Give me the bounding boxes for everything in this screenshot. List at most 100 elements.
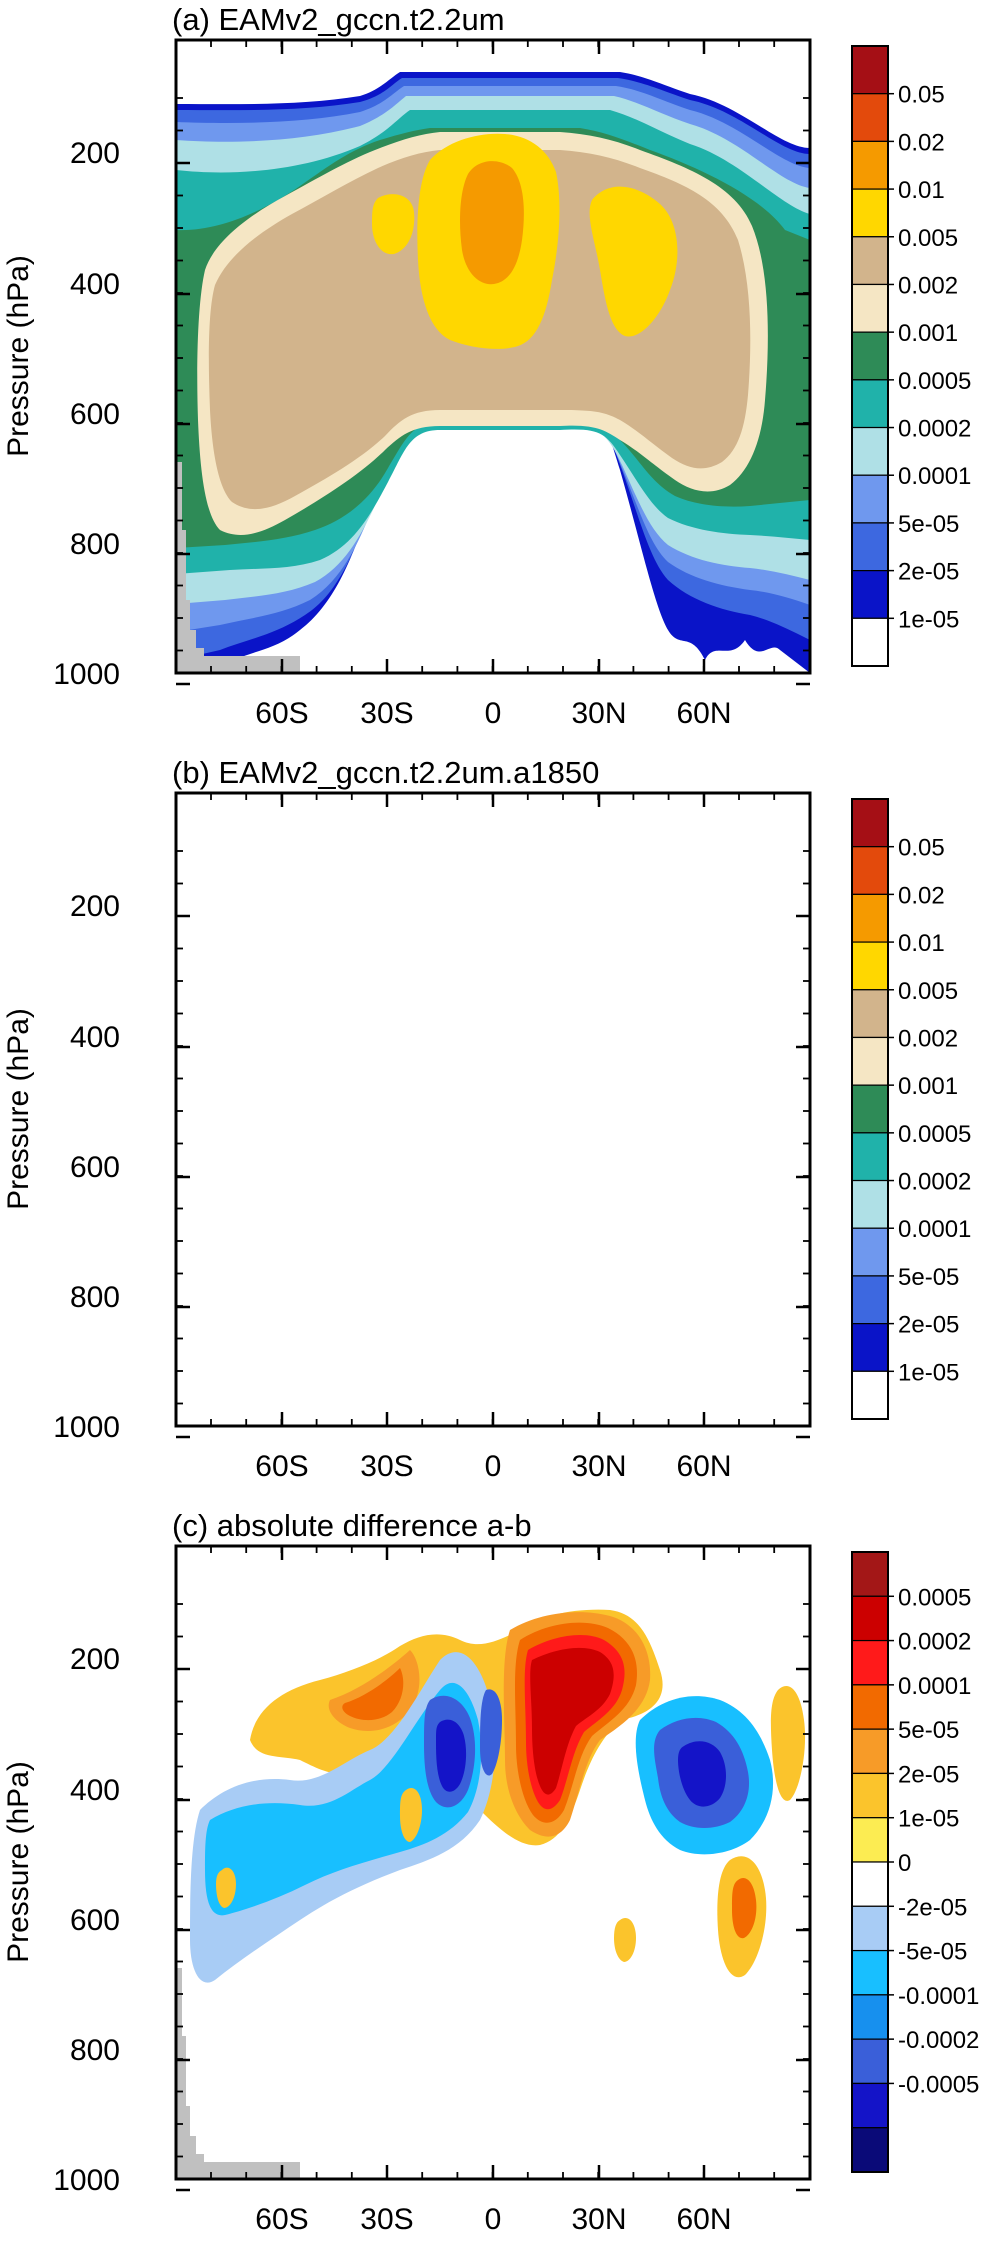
panel-a-xtick-30s: 30S <box>360 697 413 730</box>
legend-swatch <box>851 1551 889 1597</box>
panel-a-ytick-400: 400 <box>70 268 120 301</box>
panel-c-xtick-60s: 60S <box>255 2203 308 2236</box>
legend-swatch <box>851 1275 889 1325</box>
legend-swatch <box>851 617 889 667</box>
diff-positive-5e-05 <box>342 1668 404 1721</box>
legend-frame <box>851 45 889 667</box>
legend-label: 5e-05 <box>898 1264 959 1291</box>
contour-level-1e-04 <box>176 849 810 1357</box>
contour-level-5e-03-south-blob <box>372 194 415 255</box>
panel-b-xtick-60n: 60N <box>676 1450 731 1483</box>
diff-positive-main-2e-04 <box>530 1647 614 1795</box>
panel-a-ytick-1000: 1000 <box>53 658 120 691</box>
legend-swatch <box>851 1179 889 1229</box>
legend-label: 0.0001 <box>898 1216 971 1243</box>
legend-label: -0.0001 <box>898 1983 979 2010</box>
panel-c-legend: 0.0005 0.0002 0.0001 5e-05 2e-05 1e-05 0 -2e-05… <box>851 1551 979 2173</box>
legend-label: 1e-05 <box>898 1359 959 1386</box>
legend-label: 0 <box>898 1850 911 1877</box>
legend-label: -0.0005 <box>898 2071 979 2098</box>
legend-swatch <box>851 379 889 429</box>
legend-swatch <box>851 1132 889 1182</box>
legend-label: -2e-05 <box>898 1894 967 1921</box>
contour-level-1e-02 <box>460 161 524 285</box>
legend-swatch <box>851 188 889 238</box>
contour-level-2e-05 <box>176 831 810 1413</box>
legend-label: 0.01 <box>898 177 945 204</box>
panel-a-legend: 0.05 0.02 0.01 0.005 0.002 0.001 0.0005 0.0002 0… <box>851 45 971 667</box>
legend-label: 0.0001 <box>898 1673 971 1700</box>
panel-a-xtick-30n: 30N <box>571 697 626 730</box>
legend-swatch <box>851 1639 889 1686</box>
panel-b-ytick-600: 600 <box>70 1151 120 1184</box>
panel-c-ytick-600: 600 <box>70 1904 120 1937</box>
legend-swatch <box>851 283 889 333</box>
panel-c-xtick-30n: 30N <box>571 2203 626 2236</box>
legend-swatch <box>851 846 889 895</box>
panel-c-topography <box>176 1968 300 2179</box>
legend-swatch <box>851 989 889 1039</box>
legend-label: 0.0002 <box>898 416 971 443</box>
legend-swatch <box>851 1861 889 1907</box>
legend-swatch <box>851 1728 889 1775</box>
panel-b-ytick-400: 400 <box>70 1021 120 1054</box>
panel-b-ytick-1000: 1000 <box>53 1411 120 1444</box>
legend-label: 0.02 <box>898 882 945 909</box>
panel-a-ytick-200: 200 <box>70 137 120 170</box>
panel-c-xtick-0: 0 <box>485 2203 502 2236</box>
contour-level-1e-05 <box>176 825 810 1426</box>
legend-swatch <box>851 45 889 95</box>
legend-frame <box>851 798 889 1420</box>
panel-b-title: (b) EAMv2_gccn.t2.2um.a1850 <box>172 755 599 790</box>
diff-positive-spot-1-inner <box>732 1878 757 1939</box>
panel-b-xtick-0: 0 <box>485 1450 502 1483</box>
legend-swatch <box>851 798 889 848</box>
legend-label: 0.0005 <box>898 1584 971 1611</box>
panel-c-ticks <box>176 1546 811 2192</box>
legend-swatch <box>851 1817 889 1863</box>
panel-c-ytick-400: 400 <box>70 1774 120 1807</box>
contour-level-5e-05 <box>176 839 810 1385</box>
legend-label: 0.0001 <box>898 463 971 490</box>
legend-label: 0.005 <box>898 978 958 1005</box>
panel-a-title: (a) EAMv2_gccn.t2.2um <box>172 2 505 37</box>
legend-label: 0.05 <box>898 835 945 862</box>
diff-positive-spot-5 <box>614 1918 636 1962</box>
panel-b-ticks <box>176 793 811 1439</box>
legend-swatch <box>851 1684 889 1730</box>
diff-negative-south-5e-04 <box>436 1719 467 1792</box>
panel-b-contour-field <box>176 825 810 1426</box>
legend-swatch <box>851 1949 889 1996</box>
panel-a-ticks <box>176 40 811 686</box>
panel-c-title: (c) absolute difference a-b <box>172 1508 532 1543</box>
panel-a-xtick-0: 0 <box>485 697 502 730</box>
legend-label: 0.0002 <box>898 1629 971 1656</box>
panel-b-ytick-200: 200 <box>70 890 120 923</box>
legend-swatch <box>851 1084 889 1134</box>
panel-b: (b) EAMv2_gccn.t2.2um.a1850 Pressure (hP… <box>2 755 971 1483</box>
contour-level-2e-03 <box>209 903 750 1262</box>
panel-a-xtick-60n: 60N <box>676 697 731 730</box>
panel-a: (a) EAMv2_gccn.t2.2um <box>2 2 971 730</box>
panel-b-frame <box>174 791 812 1428</box>
panel-a-ytick-800: 800 <box>70 528 120 561</box>
panel-c-xtick-60n: 60N <box>676 2203 731 2236</box>
legend-swatch <box>851 1227 889 1277</box>
legend-label: 2e-05 <box>898 559 959 586</box>
legend-swatch <box>851 474 889 524</box>
panel-c-ytick-200: 200 <box>70 1643 120 1676</box>
diff-negative-2e-05 <box>205 1682 482 1916</box>
legend-swatch <box>851 570 889 619</box>
legend-label: 0.002 <box>898 1025 958 1052</box>
legend-label: 0.05 <box>898 82 945 109</box>
panel-b-xtick-30s: 30S <box>360 1450 413 1483</box>
diff-negative-north-2e-04 <box>678 1741 726 1807</box>
diff-negative-mid-1e-04 <box>480 1689 502 1776</box>
panel-b-y-axis-label: Pressure (hPa) <box>2 1008 35 1210</box>
legend-swatch <box>851 893 889 943</box>
legend-label: 5e-05 <box>898 1717 959 1744</box>
diff-positive-spot-2 <box>770 1685 806 1801</box>
legend-label: -5e-05 <box>898 1939 967 1966</box>
legend-label: -0.0002 <box>898 2027 979 2054</box>
